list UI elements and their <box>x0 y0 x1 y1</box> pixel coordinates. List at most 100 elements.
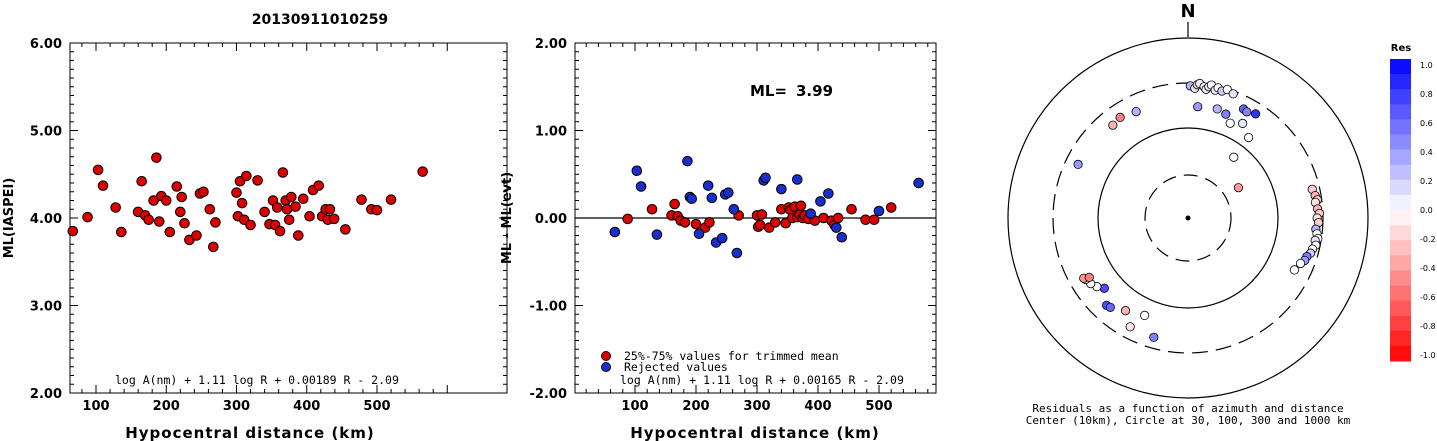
colorbar-tick-label: 0.6 <box>1420 119 1433 128</box>
station-marker <box>1140 310 1150 320</box>
data-point <box>690 218 702 230</box>
ml-distance-plot: ML(IASPEI) Hypocentral distance (km) log… <box>2 37 508 441</box>
ring-1000km <box>1007 37 1369 399</box>
y-tick-label: 1.00 <box>535 125 567 140</box>
station-marker <box>1221 109 1231 119</box>
data-point <box>760 172 771 184</box>
x-tick-label: 500 <box>363 399 390 414</box>
data-point <box>115 226 127 238</box>
colorbar-title: Res <box>1391 43 1411 54</box>
formula-text: log A(nm) + 1.11 log R + 0.00165 R - 2.0… <box>620 373 904 387</box>
colorbar-segment <box>1390 89 1411 105</box>
data-point <box>171 181 183 192</box>
data-point <box>208 241 219 253</box>
colorbar-tick-label: 1.0 <box>1420 61 1433 70</box>
x-tick-label: 400 <box>293 399 320 414</box>
data-point <box>198 186 209 198</box>
x-tick-label: 400 <box>804 399 831 414</box>
data-point <box>328 213 340 225</box>
data-point <box>324 203 336 215</box>
x-tick-label: 200 <box>153 399 180 414</box>
data-point <box>631 165 643 177</box>
legend-marker-rejected <box>601 362 611 372</box>
epicenter-dot <box>1185 215 1191 221</box>
data-point <box>67 225 79 237</box>
colorbar-segment <box>1390 164 1411 181</box>
data-point <box>651 229 663 240</box>
legend-label-rejected: Rejected values <box>624 360 728 374</box>
data-point <box>283 214 295 226</box>
data-point <box>646 203 658 215</box>
colorbar-segment <box>1390 255 1411 271</box>
y-tick-label: -1.00 <box>530 300 567 315</box>
y-tick-label: 5.00 <box>30 125 62 140</box>
y-axis-label: ML - ML(evt) <box>500 172 515 264</box>
azimuth-residual-plot: N Residuals as a function of azimuth and… <box>1007 1 1436 427</box>
colorbar: 1.0 0.8 0.6 0.4 0.2 0.0 -0.2 -0.4 -0.6 -0.8 -1.0 <box>1390 59 1436 362</box>
y-tick-label: -2.00 <box>530 387 567 402</box>
data-point <box>836 231 848 243</box>
data-point <box>754 219 766 231</box>
colorbar-segment <box>1390 270 1411 286</box>
data-point <box>97 180 109 191</box>
data-point <box>371 204 383 216</box>
data-point <box>791 174 803 185</box>
data-point <box>259 206 270 218</box>
data-point <box>805 208 816 219</box>
station-marker <box>1238 118 1248 128</box>
station-marker <box>1120 306 1131 316</box>
data-point <box>236 197 248 209</box>
data-point <box>846 203 857 215</box>
data-point <box>669 198 680 210</box>
data-point <box>143 214 154 226</box>
colorbar-segment <box>1390 210 1411 226</box>
ml-annotation-value: 3.99 <box>796 82 833 100</box>
data-point <box>176 191 188 203</box>
legend-marker-trimmed <box>601 351 611 361</box>
data-point <box>92 164 104 176</box>
data-point <box>110 202 121 213</box>
station-marker <box>1228 89 1238 99</box>
data-point <box>622 213 633 225</box>
data-point <box>304 210 315 222</box>
data-point <box>297 193 309 205</box>
colorbar-segment <box>1390 330 1411 347</box>
data-point <box>723 187 734 198</box>
data-point <box>151 152 162 163</box>
colorbar-segment <box>1390 179 1411 196</box>
legend-label-trimmed: 25%-75% values for trimmed mean <box>624 349 839 363</box>
data-point <box>913 177 924 189</box>
data-point <box>179 217 190 229</box>
ring-30km <box>1144 174 1232 262</box>
ml-annotation-label: ML= <box>750 82 787 100</box>
data-point <box>274 225 286 237</box>
data-point <box>704 217 715 228</box>
data-point <box>313 180 324 191</box>
data-point <box>356 194 367 205</box>
y-tick-label: 2.00 <box>535 37 567 52</box>
x-axis-label: Hypocentral distance (km) <box>630 424 880 441</box>
station-marker <box>1125 322 1135 332</box>
colorbar-segment <box>1390 240 1411 256</box>
data-point <box>832 212 844 224</box>
data-point <box>682 155 693 167</box>
colorbar-segment <box>1390 225 1411 241</box>
data-point <box>686 193 698 205</box>
station-marker <box>1242 107 1252 117</box>
y-tick-label: 2.00 <box>30 387 62 402</box>
colorbar-tick-label: -0.6 <box>1420 293 1436 302</box>
data-point <box>82 211 93 223</box>
colorbar-segment <box>1390 345 1411 362</box>
colorbar-segment <box>1390 74 1411 90</box>
colorbar-segment <box>1390 285 1411 302</box>
colorbar-tick-label: 0.8 <box>1420 90 1433 99</box>
data-point <box>245 219 256 231</box>
data-point <box>706 192 718 204</box>
data-point <box>417 166 428 177</box>
station-marker <box>1225 118 1235 128</box>
data-point <box>756 209 768 220</box>
data-point <box>815 196 826 207</box>
data-point <box>635 181 647 192</box>
colorbar-tick-label: 0.0 <box>1420 206 1433 215</box>
